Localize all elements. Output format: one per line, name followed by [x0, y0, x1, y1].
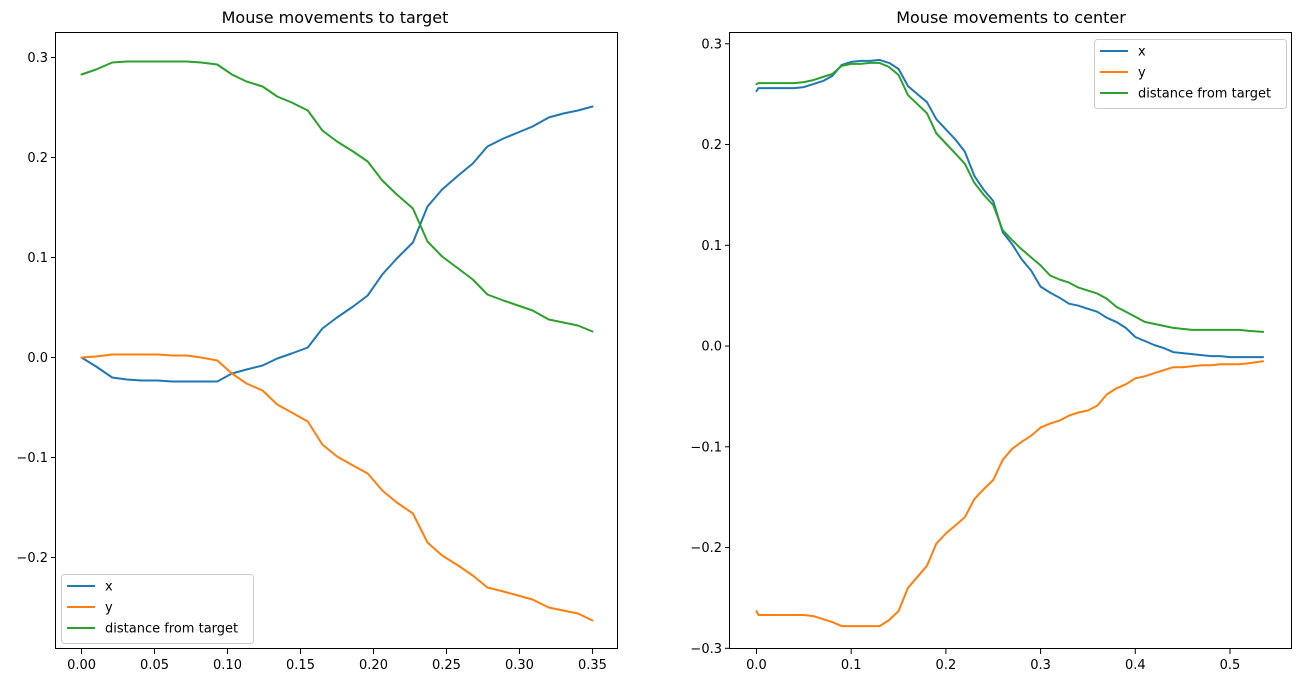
- axes-frame: [55, 32, 618, 649]
- x-axis: 0.0 0.1 0.2 0.3 0.4 0.5: [746, 649, 1240, 673]
- legend-box: [61, 574, 254, 644]
- x-tick-label: 0.00: [67, 658, 96, 673]
- y-axis: −0.2 −0.1 0.0 0.1 0.2 0.3: [16, 51, 56, 566]
- x-tick-label: 0.1: [841, 658, 862, 673]
- chart-panel-mouse-movements-to-center: Mouse movements to center 0.0 0.1 0.2 0.3 0.…: [690, 8, 1292, 673]
- series-line-distance-from-target: [755, 61, 1265, 333]
- x-tick-label: 0.25: [432, 658, 461, 673]
- y-tick-label: 0.1: [701, 239, 722, 254]
- x-tick-label: 0.30: [505, 658, 534, 673]
- series-line-y: [80, 353, 594, 622]
- chart-title: Mouse movements to center: [896, 8, 1126, 27]
- chart-panel-mouse-movements-to-target: Mouse movements to target 0.00 0.05 0.10 0.…: [16, 8, 618, 673]
- x-tick-label: 0.05: [140, 658, 169, 673]
- y-tick-label: −0.2: [16, 551, 48, 566]
- legend-label: x: [1138, 45, 1146, 60]
- y-axis: −0.3 −0.2 −0.1 0.0 0.1 0.2 0.3: [690, 37, 730, 657]
- y-tick-label: 0.3: [27, 51, 48, 66]
- x-tick-label: 0.15: [286, 658, 315, 673]
- y-tick-label: 0.0: [27, 351, 48, 366]
- legend-label: y: [1138, 66, 1146, 81]
- y-tick-label: 0.2: [701, 138, 722, 153]
- y-tick-label: 0.3: [701, 37, 722, 52]
- y-tick-label: −0.1: [690, 440, 722, 455]
- y-tick-label: 0.0: [701, 340, 722, 355]
- plot-area: [80, 60, 594, 622]
- x-tick-label: 0.35: [578, 658, 607, 673]
- x-tick-label: 0.20: [359, 658, 388, 673]
- y-tick-label: −0.3: [690, 642, 722, 657]
- series-line-distance-from-target: [80, 60, 594, 333]
- x-tick-label: 0.5: [1220, 658, 1241, 673]
- axes-frame: [729, 32, 1292, 649]
- legend-label: x: [105, 580, 113, 595]
- x-tick-label: 0.10: [213, 658, 242, 673]
- legend-box: [1094, 39, 1287, 109]
- x-tick-label: 0.4: [1125, 658, 1146, 673]
- legend: xy distance from target: [1094, 39, 1287, 109]
- y-tick-label: −0.1: [16, 451, 48, 466]
- legend: xy distance from target: [61, 574, 254, 644]
- legend-label: distance from target: [1138, 87, 1271, 102]
- legend-label: y: [105, 601, 113, 616]
- legend-label: distance from target: [105, 622, 238, 637]
- plot-area: [755, 58, 1265, 628]
- y-tick-label: 0.1: [27, 251, 48, 266]
- series-line-x: [755, 58, 1265, 359]
- x-tick-label: 0.3: [1030, 658, 1051, 673]
- series-line-x: [80, 105, 594, 383]
- x-tick-label: 0.0: [746, 658, 767, 673]
- series-line-y: [755, 360, 1265, 628]
- chart-title: Mouse movements to target: [222, 8, 449, 27]
- y-tick-label: 0.2: [27, 151, 48, 166]
- y-tick-label: −0.2: [690, 541, 722, 556]
- x-tick-label: 0.2: [936, 658, 957, 673]
- x-axis: 0.00 0.05 0.10 0.15 0.20 0.25 0.30 0.35: [67, 649, 607, 673]
